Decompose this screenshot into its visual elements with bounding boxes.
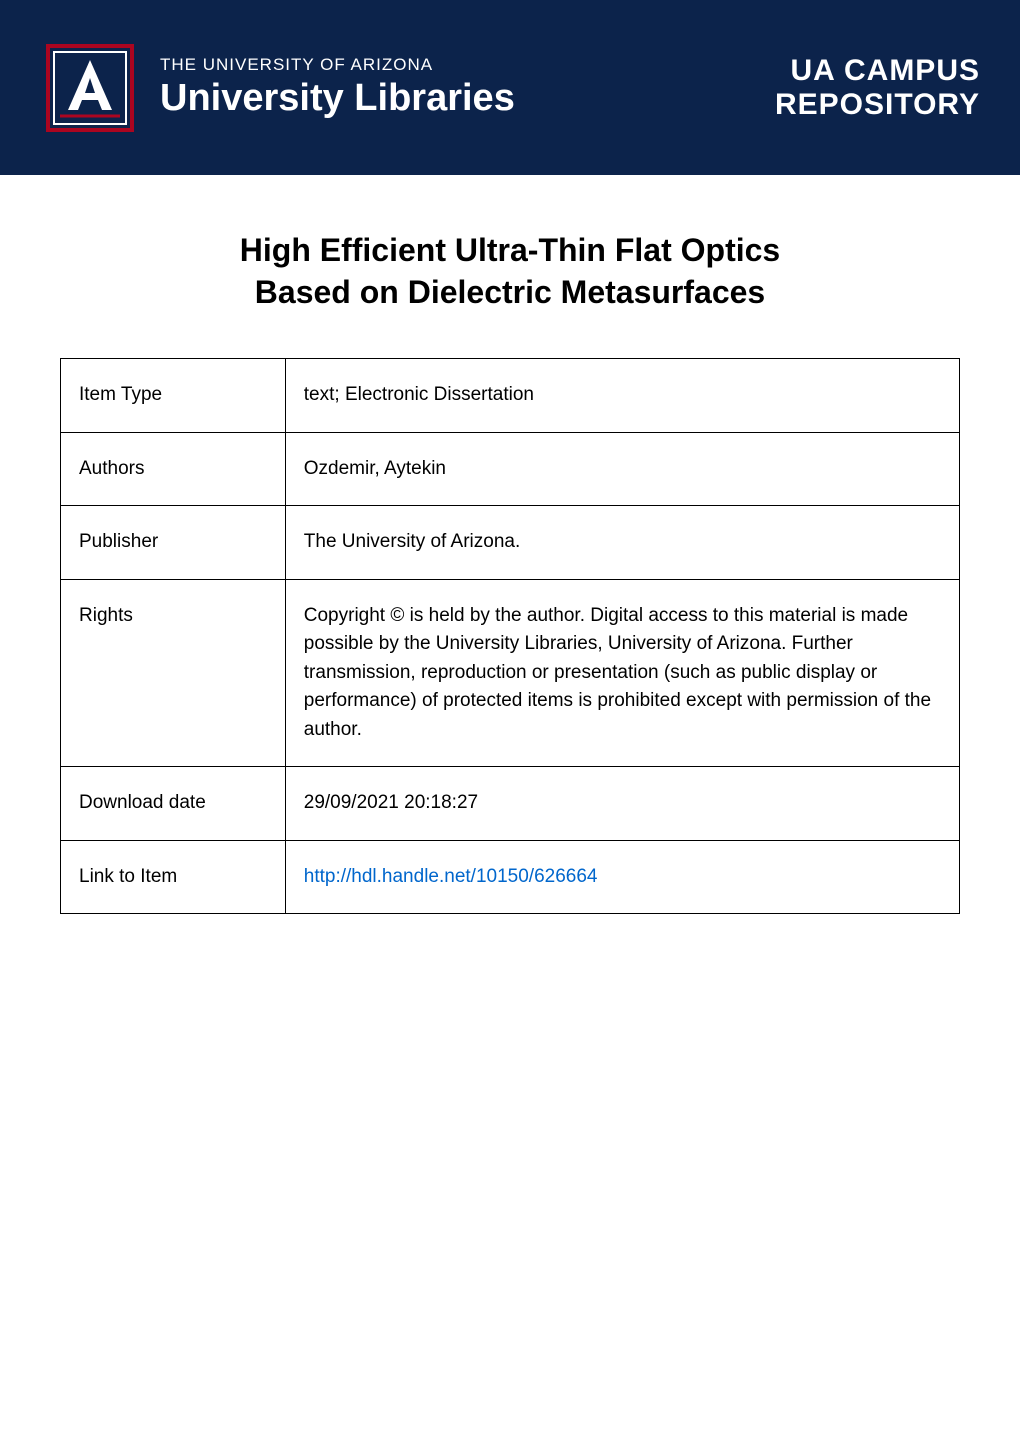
- metadata-value: Copyright © is held by the author. Digit…: [285, 579, 959, 767]
- table-row: Authors Ozdemir, Aytekin: [61, 432, 960, 506]
- metadata-value: Ozdemir, Aytekin: [285, 432, 959, 506]
- metadata-value: http://hdl.handle.net/10150/626664: [285, 840, 959, 914]
- table-row: Download date 29/09/2021 20:18:27: [61, 767, 960, 841]
- university-text-block: THE UNIVERSITY OF ARIZONA University Lib…: [160, 55, 515, 120]
- metadata-label: Publisher: [61, 506, 286, 580]
- metadata-value: text; Electronic Dissertation: [285, 359, 959, 433]
- university-name: THE UNIVERSITY OF ARIZONA: [160, 55, 515, 75]
- header-left: THE UNIVERSITY OF ARIZONA University Lib…: [40, 38, 515, 138]
- metadata-label: Download date: [61, 767, 286, 841]
- metadata-label: Rights: [61, 579, 286, 767]
- repository-line1: UA CAMPUS: [775, 54, 980, 88]
- metadata-value: The University of Arizona.: [285, 506, 959, 580]
- metadata-value: 29/09/2021 20:18:27: [285, 767, 959, 841]
- table-row: Publisher The University of Arizona.: [61, 506, 960, 580]
- university-libraries-label: University Libraries: [160, 77, 515, 120]
- table-row: Link to Item http://hdl.handle.net/10150…: [61, 840, 960, 914]
- item-link[interactable]: http://hdl.handle.net/10150/626664: [304, 866, 598, 887]
- metadata-label: Link to Item: [61, 840, 286, 914]
- metadata-tbody: Item Type text; Electronic Dissertation …: [61, 359, 960, 914]
- table-row: Rights Copyright © is held by the author…: [61, 579, 960, 767]
- header-banner: THE UNIVERSITY OF ARIZONA University Lib…: [0, 0, 1020, 175]
- metadata-table: Item Type text; Electronic Dissertation …: [60, 358, 960, 914]
- repository-line2: REPOSITORY: [775, 88, 980, 122]
- university-logo: [40, 38, 140, 138]
- metadata-label: Item Type: [61, 359, 286, 433]
- metadata-label: Authors: [61, 432, 286, 506]
- title-line2: Based on Dielectric Metasurfaces: [60, 272, 960, 314]
- title-line1: High Efficient Ultra-Thin Flat Optics: [60, 230, 960, 272]
- table-row: Item Type text; Electronic Dissertation: [61, 359, 960, 433]
- title-section: High Efficient Ultra-Thin Flat Optics Ba…: [0, 230, 1020, 313]
- repository-text-block: UA CAMPUS REPOSITORY: [775, 54, 980, 122]
- arizona-logo-icon: [40, 38, 140, 138]
